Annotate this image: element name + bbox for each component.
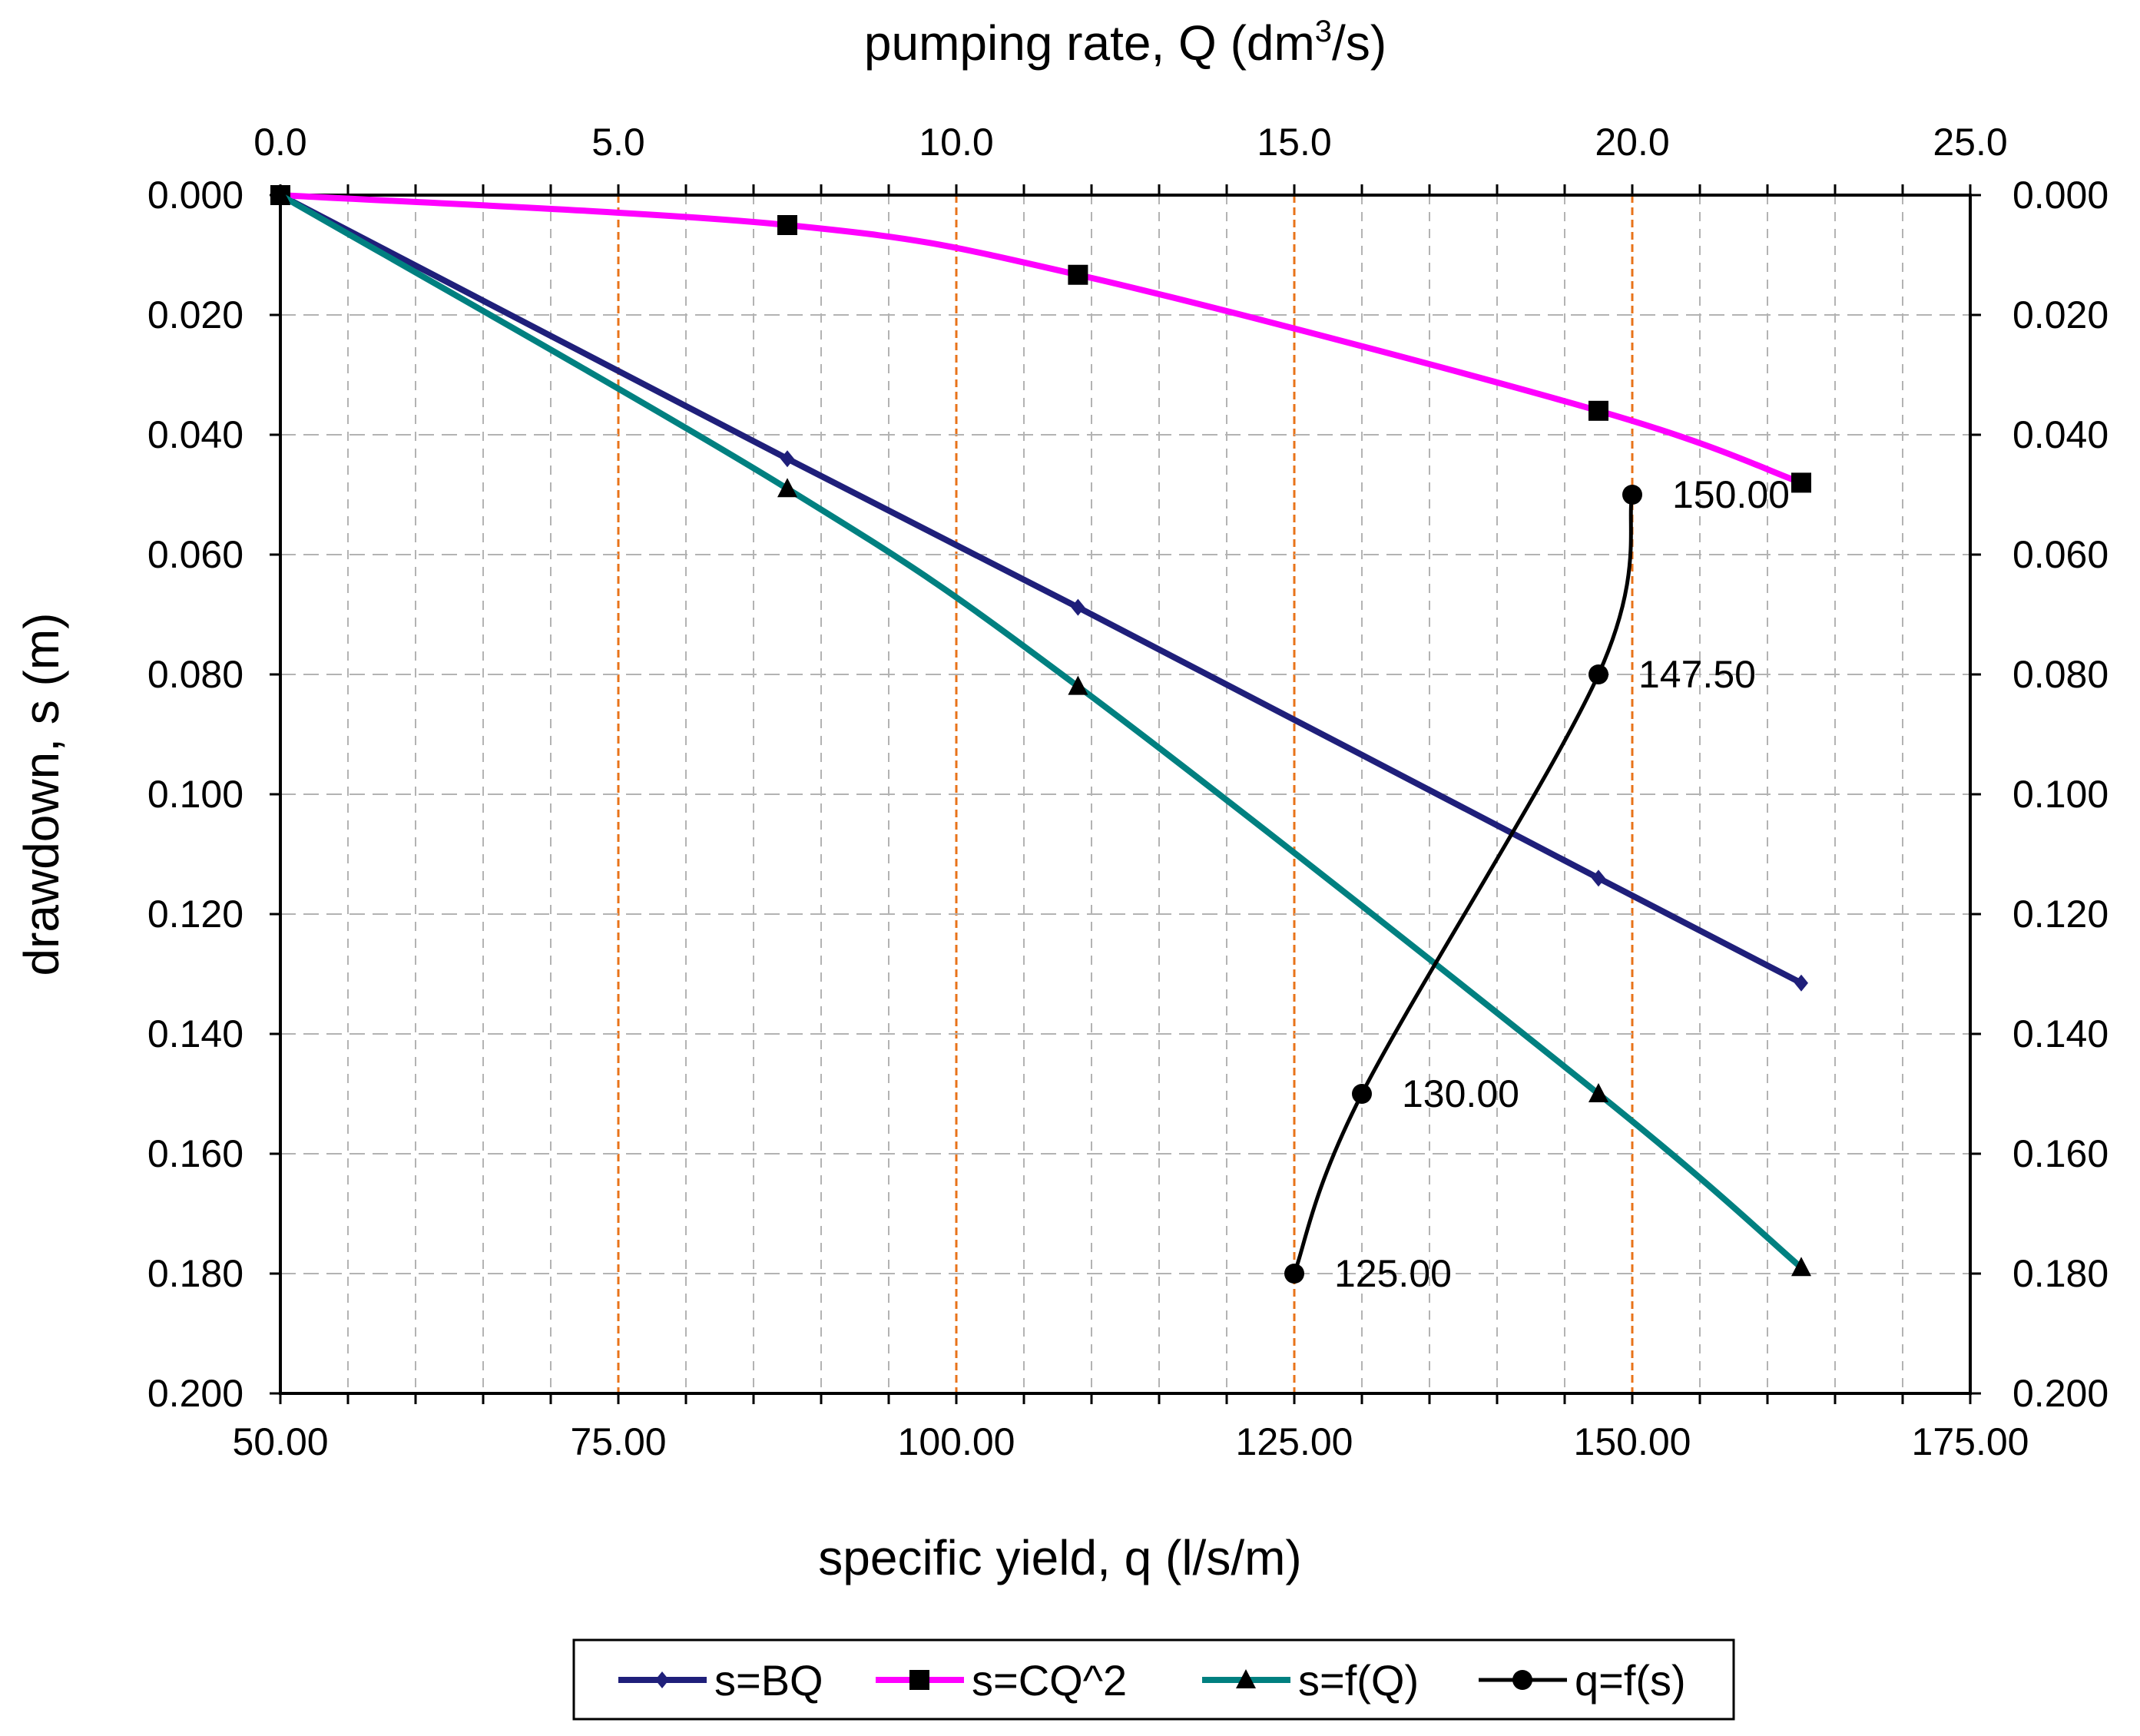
y-tick-label-left: 0.040 — [147, 413, 243, 456]
data-point-marker — [1588, 400, 1608, 421]
y-tick-label-right: 0.200 — [2012, 1372, 2109, 1415]
y-tick-label-right: 0.180 — [2012, 1252, 2109, 1295]
series-circle — [1284, 485, 1642, 1284]
legend-item: s=CQ^2 — [876, 1656, 1127, 1705]
data-point-marker — [777, 215, 797, 235]
y-tick-label-left: 0.000 — [147, 174, 243, 217]
x-tick-label-bottom: 175.00 — [1912, 1420, 2029, 1463]
series-triangle — [270, 184, 1811, 1277]
y-tick-label-right: 0.040 — [2012, 413, 2109, 456]
legend-label: s=CQ^2 — [972, 1656, 1127, 1705]
y-tick-label-left: 0.160 — [147, 1132, 243, 1175]
y-tick-label-left: 0.060 — [147, 533, 243, 576]
data-point-label: 147.50 — [1638, 653, 1756, 696]
data-point-marker — [1071, 598, 1085, 616]
top-axis-title-superscript: 3 — [1315, 15, 1332, 48]
data-point-marker — [1068, 675, 1088, 695]
data-point-marker — [777, 478, 797, 498]
y-tick-label-right: 0.080 — [2012, 653, 2109, 696]
data-point-marker — [1791, 1257, 1811, 1277]
x-tick-label-bottom: 100.00 — [898, 1420, 1015, 1463]
series-line — [277, 192, 1804, 486]
legend-label: q=f(s) — [1575, 1656, 1686, 1705]
y-tick-label-left: 0.080 — [147, 653, 243, 696]
y-tick-label-right: 0.060 — [2012, 533, 2109, 576]
legend-swatch-marker — [909, 1670, 929, 1690]
y-tick-label-right: 0.140 — [2012, 1012, 2109, 1055]
data-point-marker — [270, 184, 290, 204]
left-axis-title: drawdown, s (m) — [14, 613, 69, 976]
data-point-label: 150.00 — [1672, 473, 1790, 516]
y-tick-label-left: 0.100 — [147, 773, 243, 816]
legend-label: s=BQ — [714, 1656, 823, 1705]
series-diamond — [273, 187, 1808, 992]
y-tick-label-right: 0.100 — [2012, 773, 2109, 816]
y-tick-label-left: 0.200 — [147, 1372, 243, 1415]
legend-items: s=BQ s=CQ^2 s=f(Q) q=f(s) — [618, 1656, 1686, 1705]
y-tick-label-right: 0.160 — [2012, 1132, 2109, 1175]
data-point-label: 130.00 — [1402, 1072, 1519, 1115]
data-label-layer: 125.00 130.00 147.50 150.00 — [1334, 473, 1790, 1295]
y-tick-label-left: 0.140 — [147, 1012, 243, 1055]
data-point-marker — [1588, 664, 1608, 684]
legend-swatch-marker — [1236, 1669, 1256, 1688]
y-tick-label-right: 0.020 — [2012, 293, 2109, 336]
data-point-marker — [1622, 485, 1642, 505]
x-tick-label-top: 25.0 — [1933, 121, 2007, 164]
data-point-marker — [1068, 264, 1088, 285]
y-tick-label-right: 0.000 — [2012, 174, 2109, 217]
x-tick-label-top: 5.0 — [591, 121, 645, 164]
data-point-label: 125.00 — [1334, 1252, 1452, 1295]
data-point-marker — [780, 450, 794, 468]
y-tick-label-left: 0.180 — [147, 1252, 243, 1295]
bottom-axis-title: specific yield, q (l/s/m) — [818, 1530, 1301, 1585]
legend-label: s=f(Q) — [1298, 1656, 1419, 1705]
x-tick-label-bottom: 75.00 — [570, 1420, 666, 1463]
y-tick-label-left: 0.020 — [147, 293, 243, 336]
legend-item: s=f(Q) — [1202, 1656, 1419, 1705]
tick-layer: 0.000 0.000 0.020 0.020 0.040 0.040 0.060 0.060… — [147, 121, 2109, 1463]
x-tick-label-top: 20.0 — [1595, 121, 1669, 164]
series-line — [277, 192, 1804, 986]
data-point-marker — [1284, 1264, 1304, 1284]
x-tick-label-top: 0.0 — [253, 121, 307, 164]
x-tick-label-top: 10.0 — [919, 121, 993, 164]
data-point-marker — [1791, 472, 1811, 493]
data-point-marker — [1794, 974, 1808, 992]
series-layer — [270, 184, 1811, 1284]
legend-swatch-marker — [1512, 1670, 1532, 1690]
x-tick-label-top: 15.0 — [1257, 121, 1331, 164]
x-tick-label-bottom: 150.00 — [1574, 1420, 1691, 1463]
y-tick-label-right: 0.120 — [2012, 893, 2109, 936]
x-tick-label-bottom: 125.00 — [1236, 1420, 1353, 1463]
legend: s=BQ s=CQ^2 s=f(Q) q=f(s) — [572, 1638, 1735, 1721]
legend-swatch-marker — [655, 1671, 669, 1688]
grid-layer — [280, 195, 1970, 1393]
legend-item: q=f(s) — [1479, 1656, 1686, 1705]
series-line — [1292, 492, 1635, 1276]
data-point-marker — [1352, 1084, 1372, 1104]
series-line — [277, 192, 1804, 1271]
legend-item: s=BQ — [618, 1656, 823, 1705]
series-square — [270, 185, 1811, 493]
x-tick-label-bottom: 50.00 — [232, 1420, 328, 1463]
y-tick-label-left: 0.120 — [147, 893, 243, 936]
data-point-marker — [1592, 870, 1605, 887]
top-axis-title: pumping rate, Q (dm3/s) — [864, 15, 1386, 71]
data-point-marker — [1588, 1083, 1608, 1102]
